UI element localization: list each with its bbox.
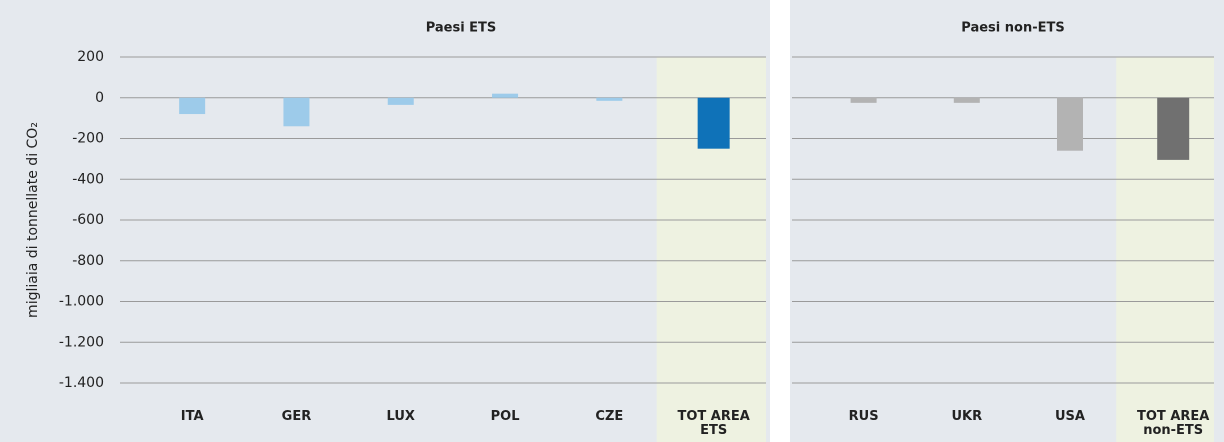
x-tick-label: TOT AREA ETS bbox=[677, 409, 750, 438]
y-axis-label: migliaia di tonnellate di CO₂ bbox=[25, 122, 41, 318]
x-tick-label: USA bbox=[1055, 409, 1085, 424]
y-tick-label: -1.000 bbox=[59, 294, 104, 310]
x-tick-label: ITA bbox=[180, 409, 204, 424]
bar bbox=[1157, 97, 1190, 160]
panel-separator bbox=[770, 0, 790, 442]
x-tick-label: LUX bbox=[386, 409, 415, 424]
y-tick-label: -1.400 bbox=[59, 375, 104, 391]
x-tick-label: GER bbox=[281, 409, 312, 424]
bar bbox=[179, 97, 206, 115]
panel-title: Paesi non-ETS bbox=[961, 21, 1064, 36]
y-tick-label: -1.200 bbox=[59, 334, 104, 350]
bar bbox=[850, 97, 877, 103]
bar bbox=[596, 97, 623, 101]
x-tick-label: CZE bbox=[595, 409, 624, 424]
x-tick-label: TOT AREA non-ETS bbox=[1137, 409, 1210, 438]
y-tick-label: -800 bbox=[72, 253, 104, 269]
bar bbox=[953, 97, 980, 103]
bar bbox=[1057, 97, 1083, 151]
bar bbox=[283, 97, 310, 127]
bar bbox=[387, 97, 414, 105]
x-tick-label: UKR bbox=[951, 409, 983, 424]
y-tick-label: 200 bbox=[77, 49, 104, 65]
y-tick-label: -200 bbox=[72, 131, 104, 147]
x-tick-label: POL bbox=[490, 409, 520, 424]
panel-title: Paesi ETS bbox=[426, 21, 497, 36]
x-tick-label: RUS bbox=[848, 409, 879, 424]
y-tick-label: 0 bbox=[95, 90, 104, 106]
bar bbox=[697, 97, 730, 149]
y-tick-label: -600 bbox=[72, 212, 104, 228]
bar bbox=[492, 93, 519, 98]
y-tick-label: -400 bbox=[72, 171, 104, 187]
